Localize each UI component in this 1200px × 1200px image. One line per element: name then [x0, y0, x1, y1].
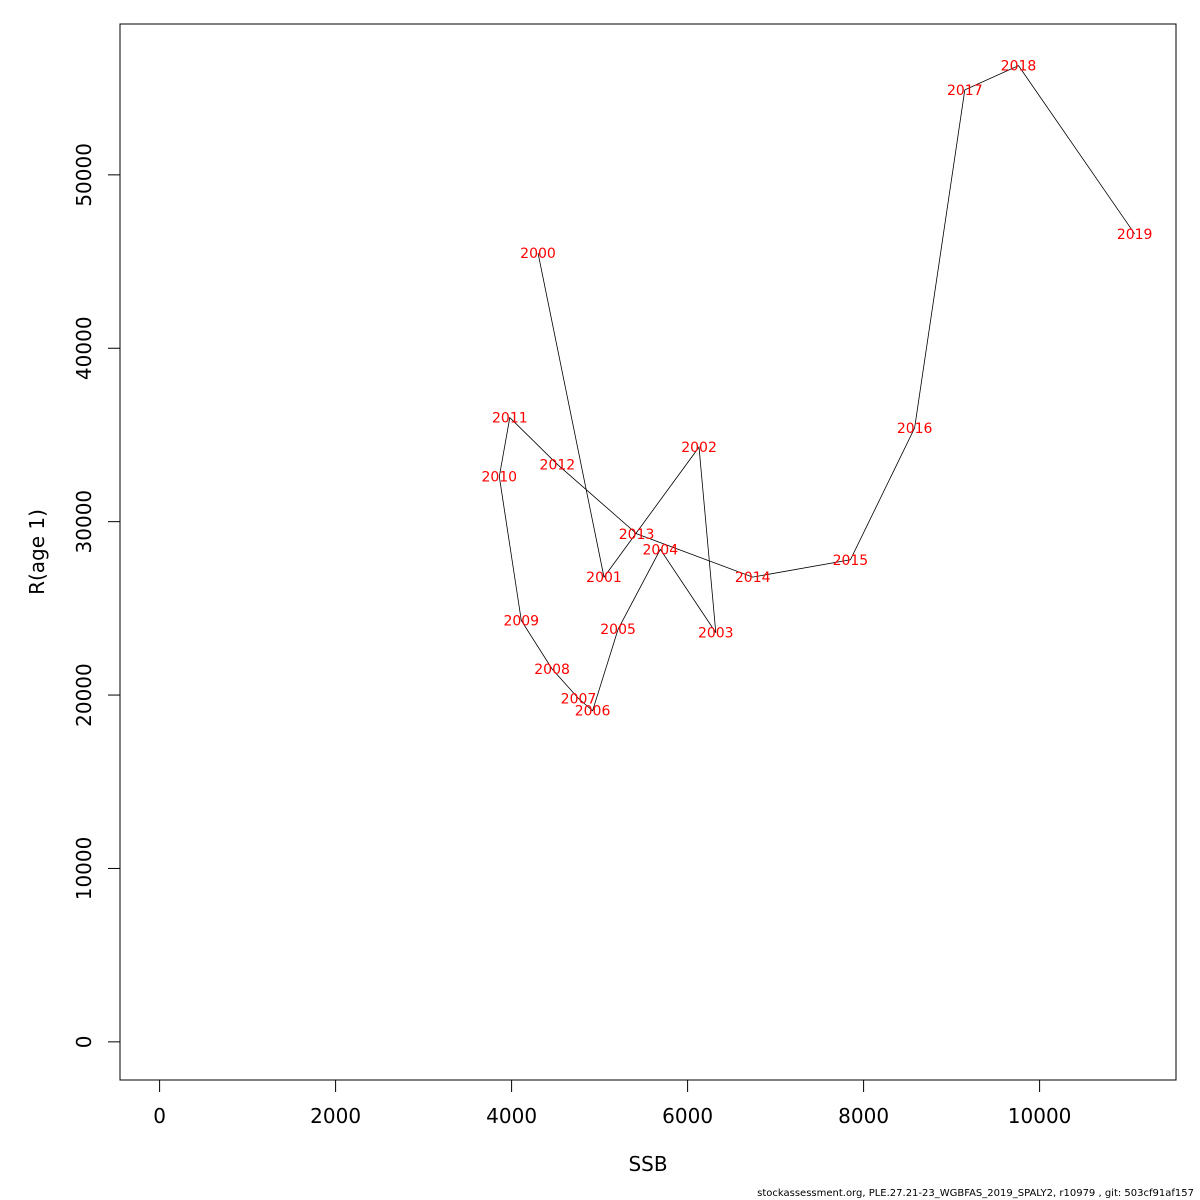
- y-tick-label: 40000: [72, 316, 96, 380]
- point-label-2004: 2004: [642, 542, 678, 558]
- x-axis-title: SSB: [628, 1152, 667, 1176]
- series-path: [498, 65, 1135, 712]
- y-tick-label: 10000: [72, 837, 96, 901]
- y-axis-title: R(age 1): [25, 509, 49, 595]
- point-label-2008: 2008: [534, 662, 570, 678]
- point-label-2002: 2002: [681, 440, 717, 456]
- x-tick-label: 2000: [310, 1104, 361, 1128]
- series-line: [498, 65, 1135, 712]
- footer-credit: stockassessment.org, PLE.27.21-23_WGBFAS…: [757, 1188, 1194, 1199]
- point-label-2006: 2006: [575, 704, 611, 720]
- point-label-2014: 2014: [735, 570, 771, 586]
- point-label-2013: 2013: [619, 527, 655, 543]
- point-label-2017: 2017: [947, 83, 983, 99]
- point-label-2019: 2019: [1117, 227, 1153, 243]
- point-label-2018: 2018: [1001, 59, 1037, 75]
- point-label-2003: 2003: [698, 626, 734, 642]
- x-tick-label: 6000: [662, 1104, 713, 1128]
- point-label-2001: 2001: [586, 570, 622, 586]
- point-label-2005: 2005: [600, 622, 636, 638]
- x-axis: 0 2000 4000 6000 8000 10000: [153, 1079, 1072, 1128]
- point-label-2007: 2007: [561, 692, 597, 708]
- y-axis: 0 10000 20000 30000 40000 50000: [72, 143, 121, 1048]
- point-label-2015: 2015: [833, 553, 869, 569]
- point-label-2011: 2011: [492, 411, 528, 427]
- point-label-2016: 2016: [897, 421, 933, 437]
- x-tick-label: 8000: [838, 1104, 889, 1128]
- point-label-2010: 2010: [481, 470, 517, 486]
- x-tick-label: 0: [153, 1104, 166, 1128]
- y-tick-label: 0: [72, 1035, 96, 1048]
- y-tick-label: 20000: [72, 663, 96, 727]
- y-tick-label: 50000: [72, 143, 96, 207]
- point-label-2012: 2012: [540, 457, 576, 473]
- point-label-2009: 2009: [503, 613, 539, 629]
- y-tick-label: 30000: [72, 490, 96, 554]
- point-label-2000: 2000: [520, 246, 556, 262]
- x-tick-label: 4000: [486, 1104, 537, 1128]
- x-tick-label: 10000: [1008, 1104, 1072, 1128]
